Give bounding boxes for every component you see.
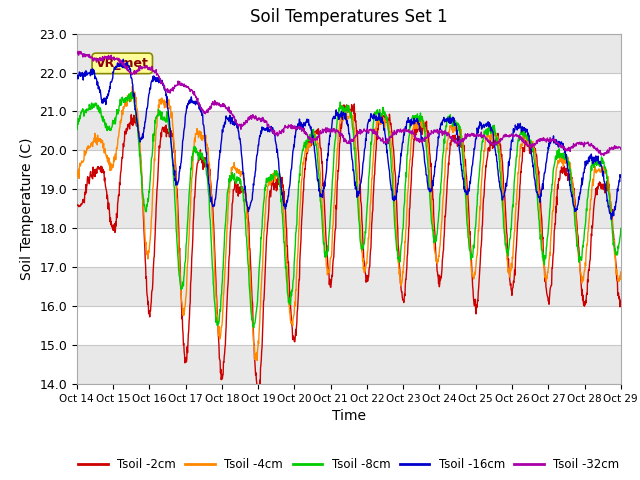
X-axis label: Time: Time: [332, 409, 366, 423]
Legend: Tsoil -2cm, Tsoil -4cm, Tsoil -8cm, Tsoil -16cm, Tsoil -32cm: Tsoil -2cm, Tsoil -4cm, Tsoil -8cm, Tsoi…: [74, 454, 624, 476]
Bar: [77, 345, 621, 384]
Bar: [77, 150, 621, 189]
Bar: [77, 306, 621, 345]
Title: Soil Temperatures Set 1: Soil Temperatures Set 1: [250, 9, 447, 26]
Bar: [77, 111, 621, 150]
Bar: [77, 267, 621, 306]
Bar: [77, 72, 621, 111]
Text: VR_met: VR_met: [96, 57, 148, 70]
Bar: [77, 228, 621, 267]
Bar: [77, 189, 621, 228]
Y-axis label: Soil Temperature (C): Soil Temperature (C): [20, 138, 34, 280]
Bar: [77, 34, 621, 72]
